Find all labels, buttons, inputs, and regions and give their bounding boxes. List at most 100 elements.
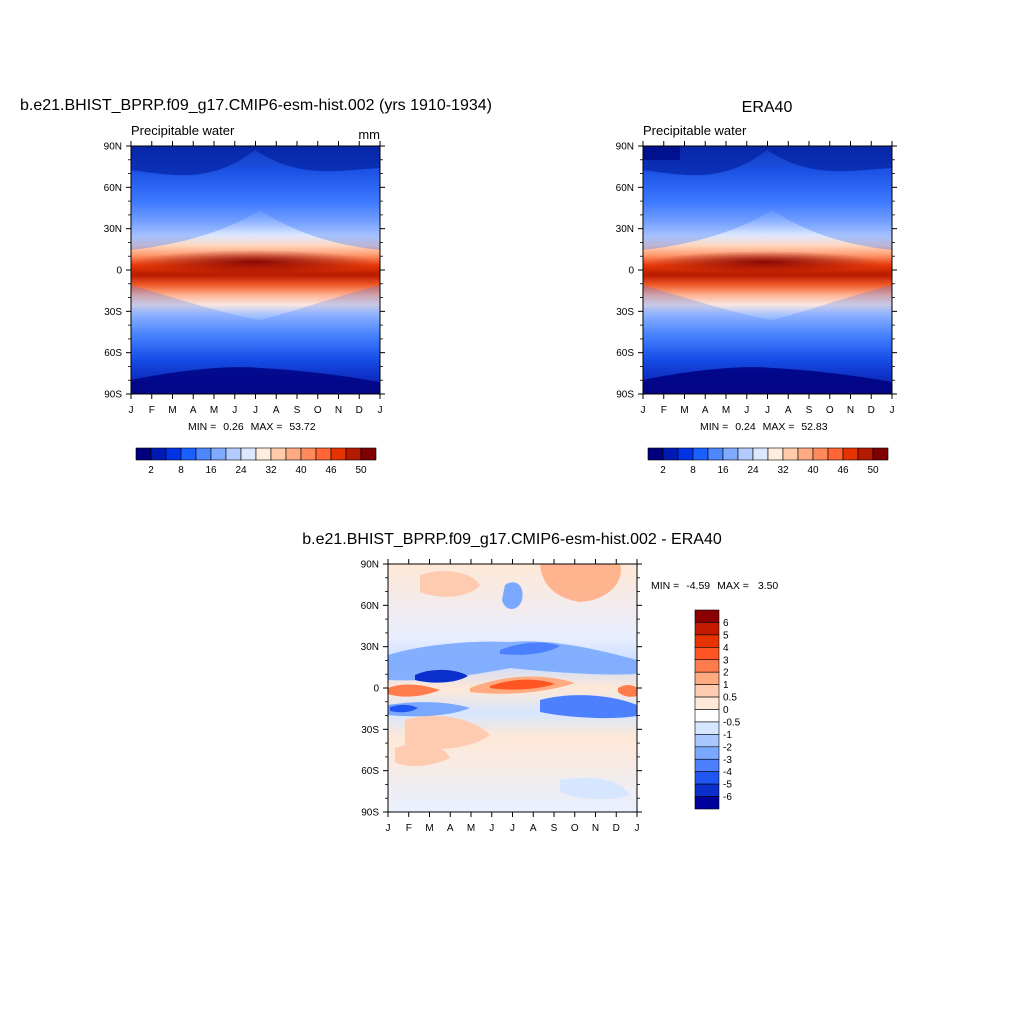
panel-model-colorbar-box bbox=[150, 447, 167, 461]
panel-model-colorbar-label: 24 bbox=[235, 465, 247, 476]
panel-model-colorbar-box bbox=[210, 447, 227, 461]
panel-model-y-tick-label: 60N bbox=[104, 183, 122, 194]
panel-era40-subtitle: Precipitable water bbox=[643, 123, 747, 138]
panel-difference-y-tick-label: 30N bbox=[361, 642, 379, 653]
panel-difference-x-tick-label: M bbox=[425, 823, 433, 834]
panel-difference-colorbar-label: 1 bbox=[723, 680, 729, 691]
panel-model-colorbar-box bbox=[225, 447, 242, 461]
panel-difference-colorbar-box bbox=[694, 709, 720, 723]
panel-model-colorbar-label: 46 bbox=[325, 465, 337, 476]
panel-model-colorbar-label: 32 bbox=[265, 465, 277, 476]
panel-era40-x-tick-label: M bbox=[680, 405, 688, 416]
panel-difference-colorbar-label: -3 bbox=[723, 755, 732, 766]
panel-difference-y-tick-label: 30S bbox=[361, 725, 379, 736]
panel-model-colorbar-box bbox=[240, 447, 257, 461]
panel-difference: b.e21.BHIST_BPRP.f09_g17.CMIP6-esm-hist.… bbox=[302, 531, 778, 834]
panel-difference-colorbar-box bbox=[694, 758, 720, 772]
panel-difference-colorbar-box bbox=[694, 671, 720, 685]
panel-era40-colorbar-box bbox=[872, 447, 889, 461]
panel-difference-colorbar-box bbox=[694, 746, 720, 760]
panel-model-colorbar-box bbox=[180, 447, 197, 461]
panel-model-axes: J F M A M J J A S O N D J 90N 60N 30N 0 30S 60S 90S bbox=[104, 141, 385, 416]
panel-difference-x-tick-label: J bbox=[489, 823, 494, 834]
panel-model-min-value: 0.26 bbox=[223, 421, 244, 433]
panel-era40-colorbar-box bbox=[812, 447, 829, 461]
panel-era40-x-tick-label: J bbox=[890, 405, 895, 416]
panel-difference-x-tick-label: A bbox=[530, 823, 537, 834]
panel-era40-min-value: 0.24 bbox=[735, 421, 756, 433]
panel-era40-x-tick-label: J bbox=[765, 405, 770, 416]
panel-era40-colorbar-box bbox=[677, 447, 694, 461]
panel-difference-colorbar-label: 0.5 bbox=[723, 693, 737, 704]
panel-difference-x-tick-label: N bbox=[592, 823, 599, 834]
panel-era40-colorbar-box bbox=[857, 447, 874, 461]
panel-difference-colorbar-label: -2 bbox=[723, 742, 732, 753]
panel-model-colorbar-box bbox=[270, 447, 287, 461]
panel-era40-colorbar-box bbox=[752, 447, 769, 461]
panel-model-x-tick-label: A bbox=[190, 405, 197, 416]
panel-era40-x-tick-label: J bbox=[641, 405, 646, 416]
panel-era40: ERA40 Precipitable water J F M A M J J A S O N D J 90… bbox=[616, 99, 897, 476]
panel-model-colorbar-label: 2 bbox=[148, 465, 154, 476]
panel-model-y-tick-label: 60S bbox=[104, 348, 122, 359]
panel-difference-x-tick-label: A bbox=[447, 823, 454, 834]
panel-difference-colorbar-label: 5 bbox=[723, 630, 729, 641]
panel-era40-colorbar-box bbox=[827, 447, 844, 461]
panel-model-colorbar-label: 8 bbox=[178, 465, 184, 476]
panel-difference-colorbar-label: 2 bbox=[723, 668, 729, 679]
panel-model-y-tick-label: 30N bbox=[104, 224, 122, 235]
panel-era40-colorbar-box bbox=[707, 447, 724, 461]
panel-model-field bbox=[131, 146, 380, 394]
panel-model-x-tick-label: O bbox=[314, 405, 322, 416]
panel-difference-max-label: MAX = bbox=[717, 580, 749, 592]
panel-difference-y-tick-label: 60N bbox=[361, 601, 379, 612]
panel-model-colorbar-box bbox=[300, 447, 317, 461]
panel-model-colorbar-label: 40 bbox=[295, 465, 307, 476]
panel-model-minmax: MIN = 0.26 MAX = 53.72 bbox=[188, 421, 316, 433]
panel-difference-colorbar-box bbox=[694, 734, 720, 748]
panel-model: b.e21.BHIST_BPRP.f09_g17.CMIP6-esm-hist.… bbox=[20, 97, 492, 476]
panel-model-max-label: MAX = bbox=[251, 421, 283, 433]
panel-difference-x-tick-label: M bbox=[467, 823, 475, 834]
panel-difference-field bbox=[388, 564, 637, 812]
panel-era40-y-tick-label: 30S bbox=[616, 307, 634, 318]
panel-era40-max-value: 52.83 bbox=[801, 421, 827, 433]
panel-difference-colorbar-box bbox=[694, 721, 720, 735]
panel-difference-colorbar-label: 0 bbox=[723, 705, 729, 716]
panel-difference-colorbar-box bbox=[694, 796, 720, 810]
panel-era40-colorbar-box bbox=[767, 447, 784, 461]
panel-difference-colorbar: 65 43 21 0.50-0.5 -1-2 -3-4 -5-6 bbox=[694, 609, 741, 810]
panel-difference-x-tick-label: D bbox=[613, 823, 620, 834]
panel-model-x-tick-label: N bbox=[335, 405, 342, 416]
panel-model-y-tick-label: 90S bbox=[104, 390, 122, 401]
panel-difference-y-tick-label: 90N bbox=[361, 560, 379, 571]
panel-difference-x-tick-label: J bbox=[635, 823, 640, 834]
panel-model-x-tick-label: J bbox=[253, 405, 258, 416]
panel-era40-x-tick-label: J bbox=[744, 405, 749, 416]
panel-era40-y-tick-label: 90N bbox=[616, 142, 634, 153]
panel-era40-colorbar-label: 50 bbox=[867, 465, 879, 476]
panel-model-y-tick-label: 0 bbox=[116, 266, 122, 277]
panel-model-x-tick-label: F bbox=[149, 405, 155, 416]
panel-model-colorbar-box bbox=[345, 447, 362, 461]
panel-difference-x-tick-label: S bbox=[551, 823, 558, 834]
panel-model-colorbar-box bbox=[330, 447, 347, 461]
panel-era40-min-label: MIN = bbox=[700, 421, 728, 433]
panel-era40-colorbar: 2 8 16 24 32 40 46 50 bbox=[647, 447, 889, 476]
panel-difference-colorbar-box bbox=[694, 622, 720, 636]
panel-era40-colorbar-box bbox=[722, 447, 739, 461]
panel-difference-colorbar-box bbox=[694, 684, 720, 698]
panel-difference-x-tick-label: J bbox=[386, 823, 391, 834]
panel-model-colorbar-box bbox=[315, 447, 332, 461]
panel-era40-max-label: MAX = bbox=[763, 421, 795, 433]
panel-era40-colorbar-box bbox=[737, 447, 754, 461]
panel-difference-colorbar-box bbox=[694, 647, 720, 661]
panel-era40-colorbar-box bbox=[692, 447, 709, 461]
panel-difference-colorbar-label: -6 bbox=[723, 792, 732, 803]
panel-difference-colorbar-label: 4 bbox=[723, 643, 729, 654]
panel-model-colorbar-box bbox=[195, 447, 212, 461]
panel-era40-colorbar-label: 2 bbox=[660, 465, 666, 476]
panel-era40-colorbar-box bbox=[647, 447, 664, 461]
panel-era40-x-tick-label: D bbox=[868, 405, 875, 416]
panel-difference-colorbar-label: -4 bbox=[723, 767, 732, 778]
